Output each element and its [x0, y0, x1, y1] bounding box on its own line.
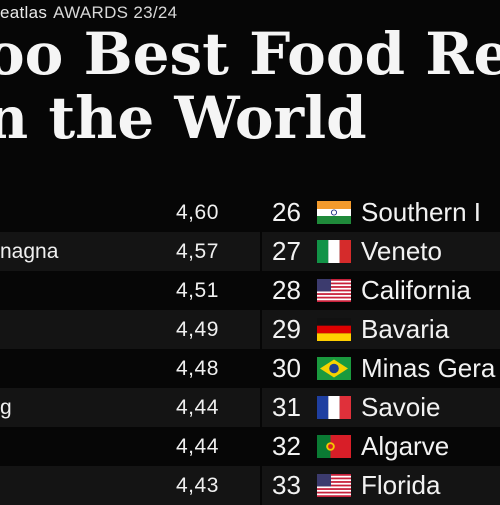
ranking-row: 4,43 33 Florida — [0, 466, 500, 505]
region-name: Southern I — [361, 197, 481, 227]
region-name: Veneto — [361, 236, 442, 266]
germany-flag-icon — [317, 318, 351, 341]
ranking-row: 4,48 30 Minas Gera — [0, 349, 500, 388]
title-line-1: oo Best Food Re — [0, 20, 500, 88]
ranking-row: 4,51 28 California — [0, 271, 500, 310]
brand-name: eatlas — [0, 3, 48, 22]
left-score: 4,57 — [176, 240, 219, 263]
page-title: oo Best Food Re n the World — [0, 22, 500, 150]
ranking-row: nagna 4,57 27 Veneto — [0, 232, 500, 271]
left-score: 4,43 — [176, 474, 219, 497]
left-score: 4,60 — [176, 201, 219, 224]
italy-flag-icon — [317, 240, 351, 263]
rank-number: 28 — [272, 275, 301, 305]
usa-flag-icon — [317, 279, 351, 302]
rank-number: 31 — [272, 392, 301, 422]
title-line-2: n the World — [0, 84, 367, 152]
ranking-row: 4,44 32 Algarve — [0, 427, 500, 466]
usa-flag-icon — [317, 474, 351, 497]
region-name: Bavaria — [361, 314, 450, 344]
ranking-row: g 4,44 31 Savoie — [0, 388, 500, 427]
region-name: California — [361, 275, 471, 305]
rank-number: 29 — [272, 314, 301, 344]
brazil-flag-icon — [317, 357, 351, 380]
awards-label: AWARDS 23/24 — [53, 3, 178, 22]
rank-number: 32 — [272, 431, 301, 461]
left-score: 4,44 — [176, 396, 219, 419]
brand-header: eatlas AWARDS 23/24 — [0, 3, 177, 23]
region-name: Algarve — [361, 431, 450, 461]
india-flag-icon — [317, 201, 351, 224]
region-name: Florida — [361, 470, 441, 500]
left-score: 4,44 — [176, 435, 219, 458]
france-flag-icon — [317, 396, 351, 419]
rank-number: 33 — [272, 470, 301, 500]
left-score: 4,49 — [176, 318, 219, 341]
left-region-name: g — [0, 396, 12, 419]
left-score: 4,48 — [176, 357, 219, 380]
ranking-row: 4,49 29 Bavaria — [0, 310, 500, 349]
rank-number: 30 — [272, 353, 301, 383]
portugal-flag-icon — [317, 435, 351, 458]
left-score: 4,51 — [176, 279, 219, 302]
region-name: Savoie — [361, 392, 441, 422]
region-name: Minas Gera — [361, 353, 496, 383]
rank-number: 26 — [272, 197, 301, 227]
left-region-name: nagna — [0, 240, 59, 263]
ranking-row: 4,60 26 Southern I — [0, 193, 500, 232]
rank-number: 27 — [272, 236, 301, 266]
